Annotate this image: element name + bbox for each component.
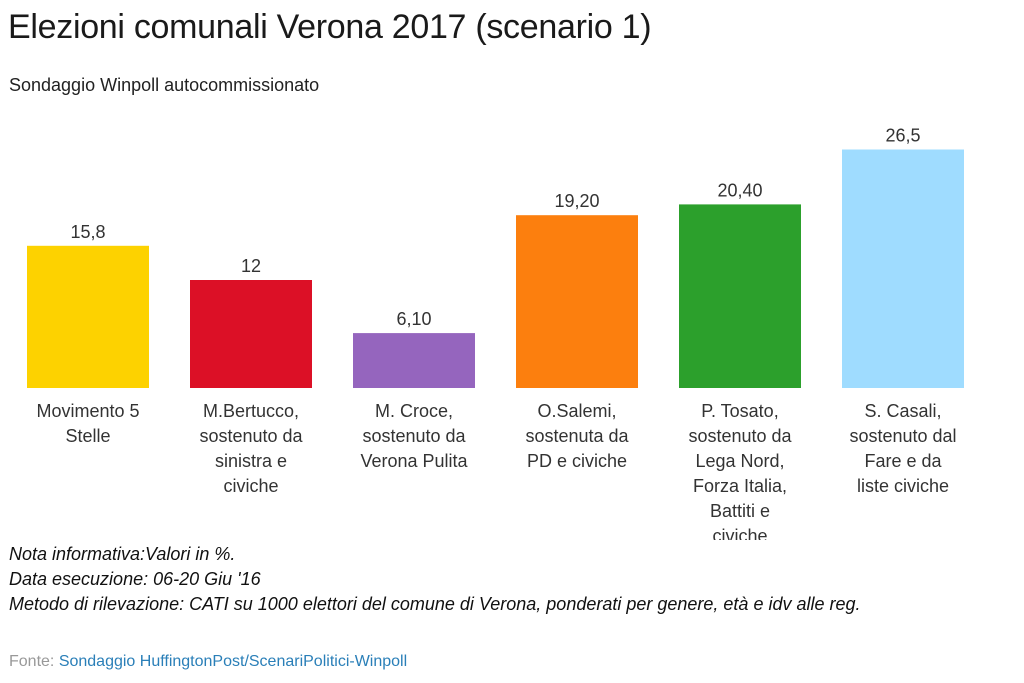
note-info: Nota informativa:Valori in %.	[9, 544, 236, 564]
data-label-2: 6,10	[396, 309, 431, 329]
bar-0	[27, 245, 149, 388]
bar-chart: 15,8 Movimento 5 Stelle 12 M.Bertucco, sosten…	[27, 124, 964, 540]
bar-4	[679, 204, 801, 388]
bar-5	[842, 149, 964, 388]
data-label-0: 15,8	[70, 222, 105, 242]
data-label-3: 19,20	[554, 191, 599, 211]
category-label-2: M. Croce, sostenuto da Verona Pulita	[360, 401, 468, 471]
category-label-4: P. Tosato, sostenuto da Lega Nord, Forza It…	[688, 401, 792, 540]
chart-subtitle: Sondaggio Winpoll autocommissionato	[9, 75, 320, 95]
category-label-0: Movimento 5 Stelle	[36, 401, 139, 446]
bar-3	[516, 215, 638, 388]
source-link[interactable]: Sondaggio HuffingtonPost/ScenariPolitici…	[58, 653, 408, 670]
category-label-1: M.Bertucco, sostenuto da sinistra e civiche	[199, 401, 303, 496]
source-line: Fonte: Sondaggio HuffingtonPost/ScenariP…	[9, 653, 407, 671]
data-label-4: 20,40	[717, 180, 762, 200]
category-label-5: S. Casali, sostenuto dal Fare e da liste ci…	[849, 401, 956, 496]
data-label-5: 26,5	[885, 126, 920, 146]
note-method: Metodo di rilevazione: CATI su 1000 elet…	[9, 594, 861, 614]
chart-notes: Nota informativa:Valori in %. Data esecu…	[9, 542, 861, 617]
chart-title: Elezioni comunali Verona 2017 (scenario …	[8, 8, 652, 46]
category-label-3: O.Salemi, sostenuta da PD e civiche	[525, 401, 629, 471]
bar-1	[190, 280, 312, 388]
data-label-1: 12	[241, 256, 261, 276]
source-label: Fonte:	[9, 653, 59, 670]
note-date: Data esecuzione: 06-20 Giu '16	[9, 569, 261, 589]
bar-2	[353, 333, 475, 388]
